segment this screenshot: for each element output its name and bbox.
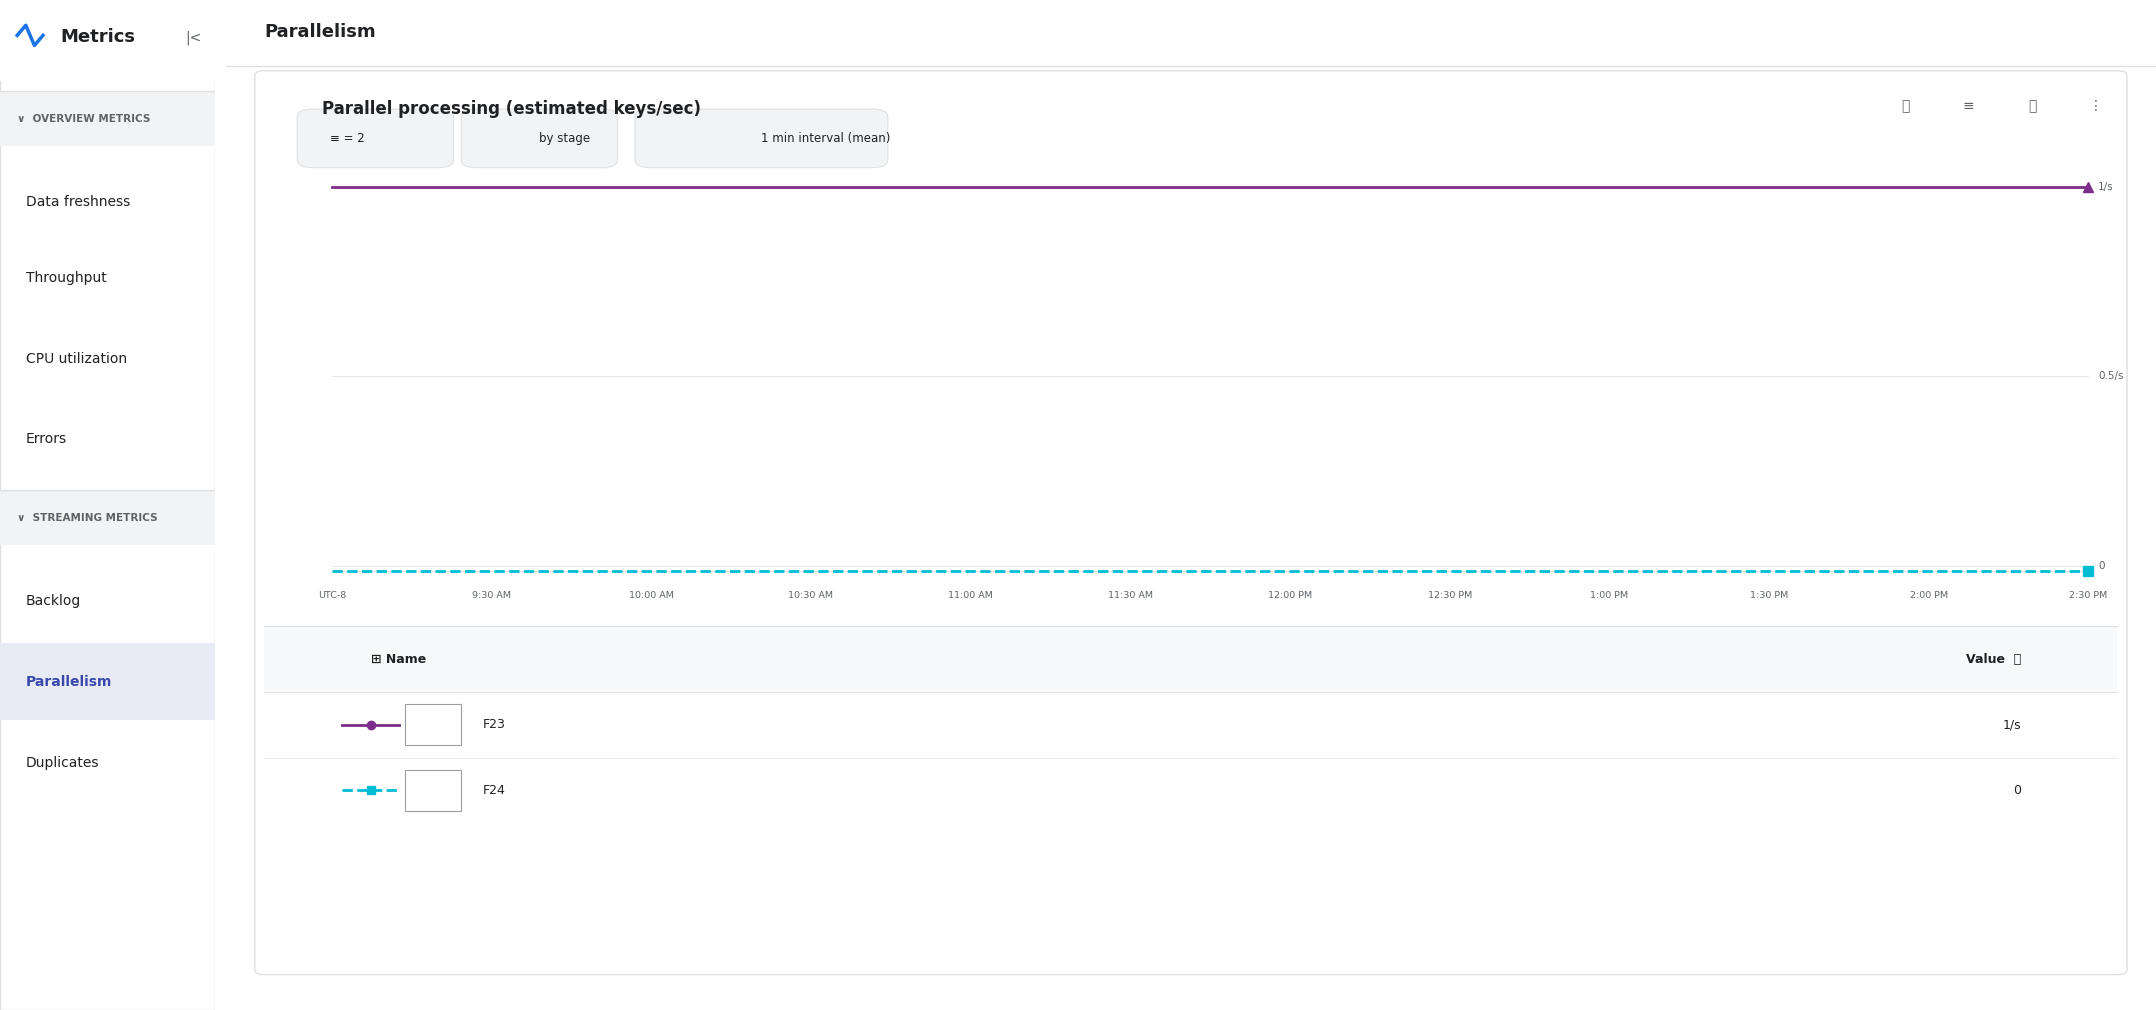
Text: Throughput: Throughput xyxy=(26,271,106,285)
Text: 9:30 AM: 9:30 AM xyxy=(472,591,511,600)
Text: 1:30 PM: 1:30 PM xyxy=(1751,591,1787,600)
FancyBboxPatch shape xyxy=(0,0,216,81)
FancyBboxPatch shape xyxy=(298,109,453,168)
Text: 11:00 AM: 11:00 AM xyxy=(949,591,994,600)
Text: 0.5/s: 0.5/s xyxy=(2098,372,2124,381)
Text: Errors: Errors xyxy=(26,432,67,446)
Text: 2:00 PM: 2:00 PM xyxy=(1910,591,1947,600)
FancyBboxPatch shape xyxy=(254,71,2128,975)
Text: F23: F23 xyxy=(483,718,505,731)
Text: ≡ = 2: ≡ = 2 xyxy=(330,132,364,144)
Text: Parallel processing (estimated keys/sec): Parallel processing (estimated keys/sec) xyxy=(321,100,701,118)
Text: by stage: by stage xyxy=(539,132,591,144)
Text: Duplicates: Duplicates xyxy=(26,755,99,770)
FancyBboxPatch shape xyxy=(0,490,216,545)
Text: 1:00 PM: 1:00 PM xyxy=(1591,591,1628,600)
FancyBboxPatch shape xyxy=(461,109,617,168)
Text: ⬜: ⬜ xyxy=(2029,99,2037,113)
Text: 1/s: 1/s xyxy=(2098,182,2113,192)
FancyBboxPatch shape xyxy=(0,91,216,146)
FancyBboxPatch shape xyxy=(405,705,461,745)
Text: |<: |< xyxy=(185,30,203,44)
Text: Value  ⦿: Value ⦿ xyxy=(1966,653,2020,666)
Text: ≡: ≡ xyxy=(1962,99,1975,113)
Text: Parallelism: Parallelism xyxy=(26,675,112,689)
Text: F24: F24 xyxy=(483,784,505,797)
Text: 10:00 AM: 10:00 AM xyxy=(630,591,673,600)
Text: 10:30 AM: 10:30 AM xyxy=(789,591,834,600)
Text: 🔍: 🔍 xyxy=(1902,99,1910,113)
Text: ⋮: ⋮ xyxy=(2089,99,2102,113)
Text: ∨  STREAMING METRICS: ∨ STREAMING METRICS xyxy=(17,513,157,523)
Text: 0: 0 xyxy=(2098,561,2104,571)
Text: Data freshness: Data freshness xyxy=(26,195,129,209)
Text: 0: 0 xyxy=(2014,784,2020,797)
Text: 1/s: 1/s xyxy=(2003,718,2020,731)
Text: 12:00 PM: 12:00 PM xyxy=(1268,591,1313,600)
FancyBboxPatch shape xyxy=(265,626,2117,692)
Text: Backlog: Backlog xyxy=(26,594,82,608)
Text: Metrics: Metrics xyxy=(60,28,136,46)
Text: 11:30 AM: 11:30 AM xyxy=(1108,591,1153,600)
Text: ∨  OVERVIEW METRICS: ∨ OVERVIEW METRICS xyxy=(17,114,151,124)
Text: Parallelism: Parallelism xyxy=(265,23,375,41)
FancyBboxPatch shape xyxy=(0,0,216,1010)
Text: UTC-8: UTC-8 xyxy=(317,591,347,600)
Text: CPU utilization: CPU utilization xyxy=(26,351,127,366)
Text: 1 min interval (mean): 1 min interval (mean) xyxy=(761,132,890,144)
Text: 2:30 PM: 2:30 PM xyxy=(2070,591,2109,600)
FancyBboxPatch shape xyxy=(405,770,461,810)
FancyBboxPatch shape xyxy=(0,643,216,720)
Text: 12:30 PM: 12:30 PM xyxy=(1427,591,1473,600)
FancyBboxPatch shape xyxy=(636,109,888,168)
Text: ⊞ Name: ⊞ Name xyxy=(371,653,425,666)
